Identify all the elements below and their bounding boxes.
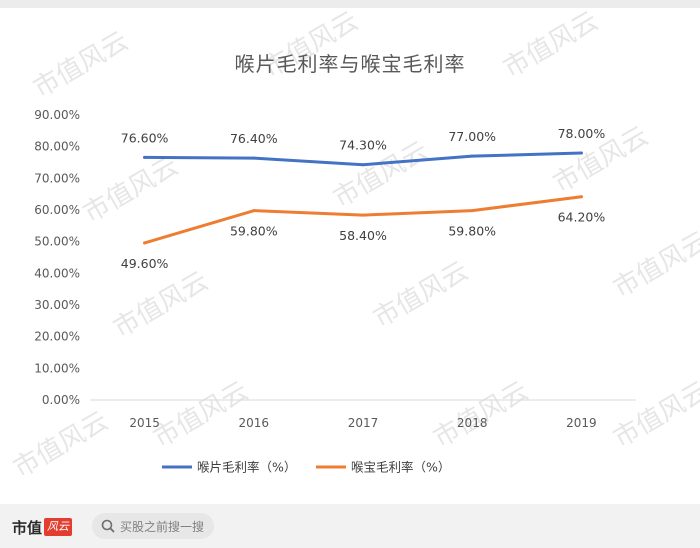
logo-text: 市值	[12, 518, 43, 537]
y-tick-label: 40.00%	[34, 266, 80, 280]
logo-badge: 风云	[44, 518, 73, 536]
data-point	[252, 156, 256, 160]
search-icon	[101, 519, 115, 533]
y-tick-label: 30.00%	[34, 298, 80, 312]
data-point	[470, 209, 474, 213]
data-label: 59.80%	[448, 224, 496, 239]
footer-bar: 市值 风云 买股之前搜一搜	[0, 504, 700, 548]
data-point	[143, 241, 147, 245]
legend-label: 喉片毛利率（%）	[197, 460, 296, 475]
y-tick-label: 80.00%	[34, 140, 80, 154]
data-point	[361, 213, 365, 217]
y-tick-label: 20.00%	[34, 330, 80, 344]
watermark-text: 市值风云	[369, 256, 474, 334]
chart-card: 市值风云 市值风云 市值风云 市值风云 市值风云 市值风云 市值风云 市值风云 市值风云 市值风云…	[0, 8, 700, 504]
series-line	[143, 151, 583, 167]
y-tick-label: 90.00%	[34, 108, 80, 122]
search-box[interactable]: 买股之前搜一搜	[92, 513, 214, 539]
data-label: 49.60%	[121, 256, 169, 271]
y-tick-label: 50.00%	[34, 235, 80, 249]
x-tick-label: 2017	[348, 416, 379, 430]
data-label: 78.00%	[558, 126, 606, 141]
chart-series: 76.60% 76.40% 74.30% 77.00% 78.00% 49.60% 59.8…	[121, 126, 606, 271]
watermark-text: 市值风云	[109, 266, 214, 344]
data-point	[143, 155, 147, 159]
search-placeholder: 买股之前搜一搜	[120, 519, 205, 534]
data-point	[579, 195, 583, 199]
watermark-text: 市值风云	[79, 151, 184, 229]
x-tick-label: 2015	[129, 416, 160, 430]
y-tick-label: 10.00%	[34, 361, 80, 375]
chart-legend: 喉片毛利率（%） 喉宝毛利率（%）	[162, 460, 450, 475]
y-tick-label: 60.00%	[34, 203, 80, 217]
legend-label: 喉宝毛利率（%）	[351, 460, 450, 475]
watermark-text: 市值风云	[609, 226, 700, 304]
data-label: 58.40%	[339, 228, 387, 243]
data-label: 77.00%	[448, 129, 496, 144]
data-point	[252, 209, 256, 213]
data-point	[579, 151, 583, 155]
brand-logo[interactable]: 市值 风云	[12, 516, 73, 538]
x-tick-label: 2019	[566, 416, 597, 430]
data-point	[361, 163, 365, 167]
data-label: 74.30%	[339, 138, 387, 153]
x-tick-label: 2016	[239, 416, 270, 430]
data-point	[470, 154, 474, 158]
x-tick-label: 2018	[457, 416, 488, 430]
watermark-text: 市值风云	[609, 376, 700, 454]
data-label: 76.60%	[121, 130, 169, 145]
watermark-text: 市值风云	[9, 406, 114, 484]
y-tick-label: 0.00%	[42, 393, 80, 407]
chart-title: 喉片毛利率与喉宝毛利率	[234, 52, 466, 76]
data-label: 59.80%	[230, 224, 278, 239]
y-tick-label: 70.00%	[34, 171, 80, 185]
chart-axes: 0.00% 10.00% 20.00% 30.00% 40.00% 50.00% 60.00…	[34, 108, 636, 430]
data-label: 64.20%	[558, 210, 606, 225]
data-label: 76.40%	[230, 131, 278, 146]
